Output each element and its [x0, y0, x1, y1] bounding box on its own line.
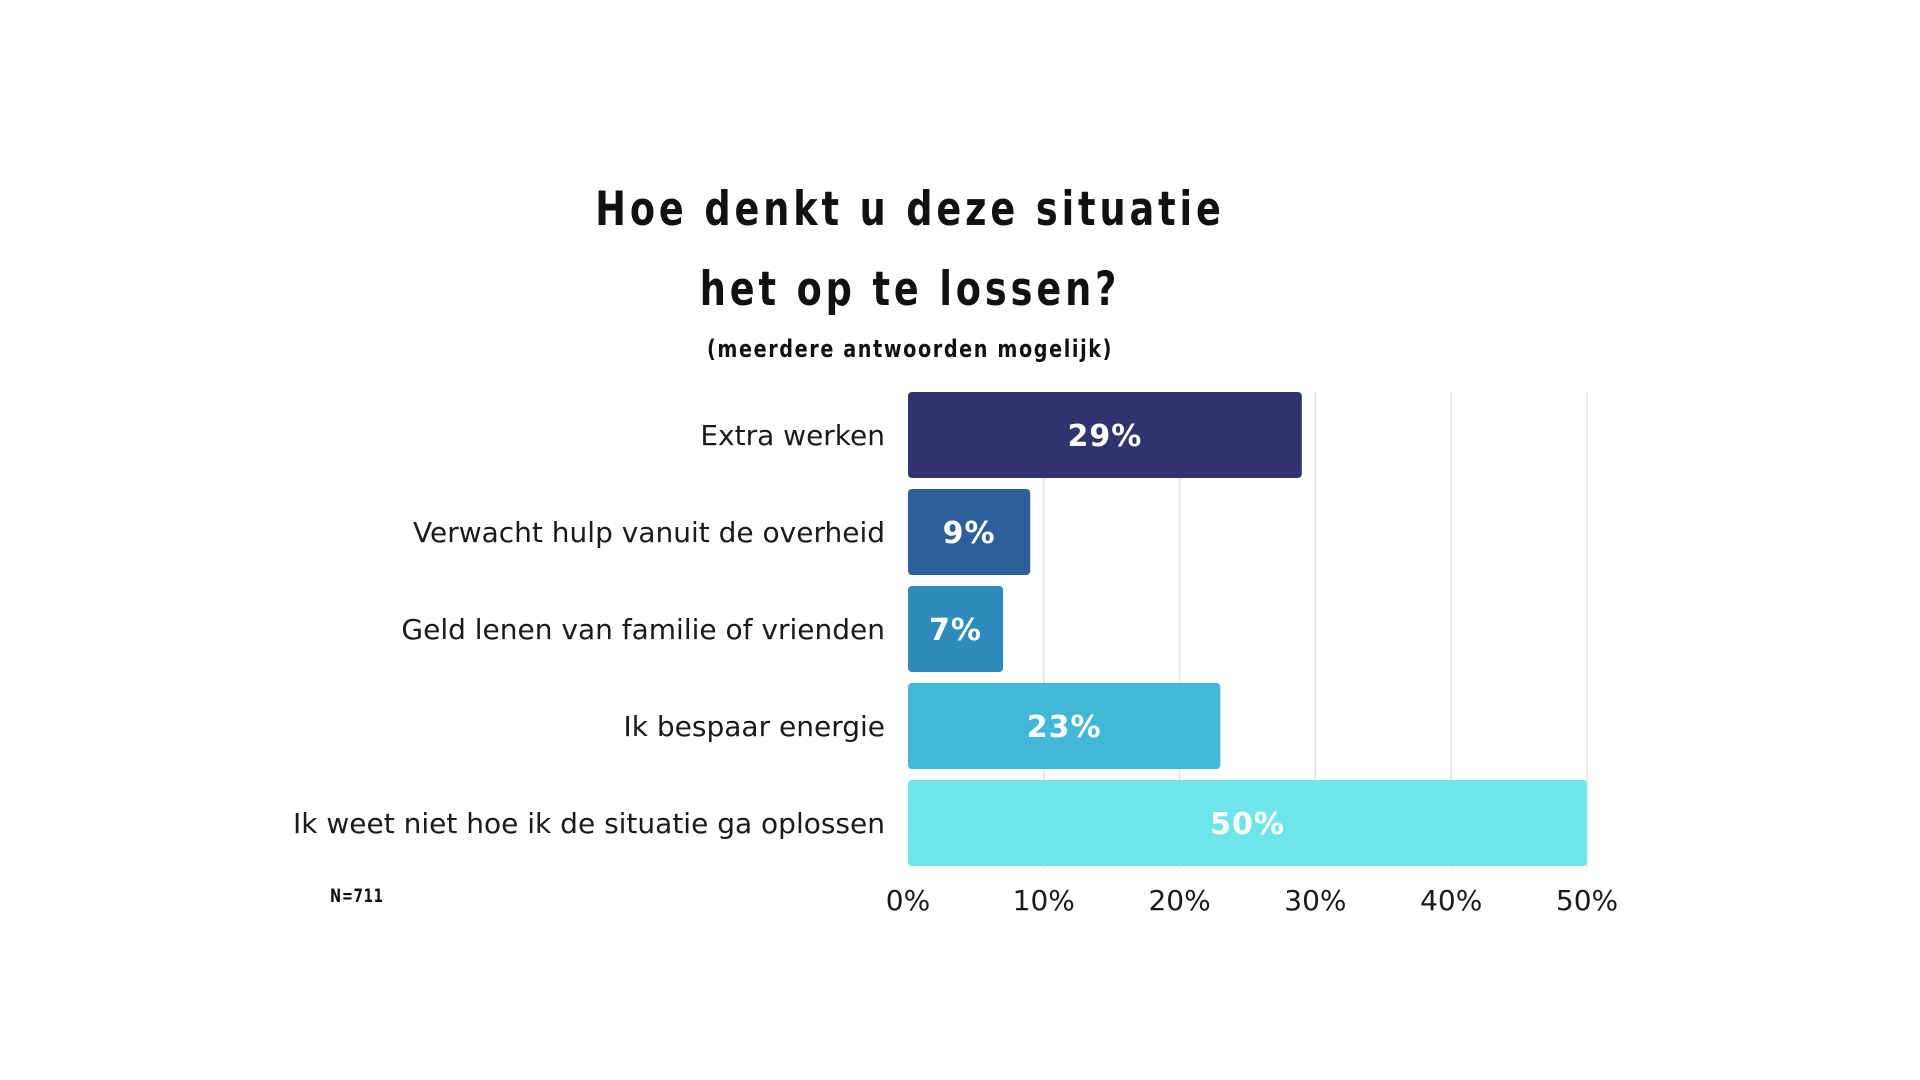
- x-tick-label: 40%: [1420, 884, 1482, 917]
- bars: [908, 392, 1587, 866]
- x-tick-label: 20%: [1148, 884, 1210, 917]
- x-tick-label: 10%: [1013, 884, 1075, 917]
- bar: [908, 392, 1302, 478]
- x-axis-tick-labels: 0% 10% 20% 30% 40% 50%: [886, 884, 1618, 917]
- value-label: 29%: [1068, 419, 1143, 454]
- category-label: Extra werken: [700, 419, 885, 452]
- bar: [908, 586, 1004, 672]
- chart-title: Hoe denkt u deze situatie het op te loss…: [595, 182, 1225, 317]
- category-label: Ik bespaar energie: [624, 710, 885, 743]
- category-label: Ik weet niet hoe ik de situatie ga oplos…: [293, 807, 885, 840]
- value-label: 50%: [1210, 807, 1285, 842]
- value-label: 7%: [929, 613, 982, 648]
- bar: [908, 780, 1587, 866]
- bar: [908, 683, 1221, 769]
- x-tick-label: 0%: [886, 884, 930, 917]
- category-label: Verwacht hulp vanuit de overheid: [413, 516, 885, 549]
- value-labels: 29% 9% 7% 23% 50%: [929, 419, 1285, 842]
- category-labels: Extra werken Verwacht hulp vanuit de over…: [293, 419, 885, 840]
- x-tick-label: 30%: [1284, 884, 1346, 917]
- bar: [908, 489, 1031, 575]
- value-label: 9%: [943, 516, 996, 551]
- x-tick-label: 50%: [1556, 884, 1618, 917]
- sample-size-note: N=711: [330, 885, 384, 907]
- value-label: 23%: [1027, 710, 1102, 745]
- category-label: Geld lenen van familie of vrienden: [401, 613, 885, 646]
- chart-subtitle: (meerdere antwoorden mogelijk): [707, 335, 1113, 363]
